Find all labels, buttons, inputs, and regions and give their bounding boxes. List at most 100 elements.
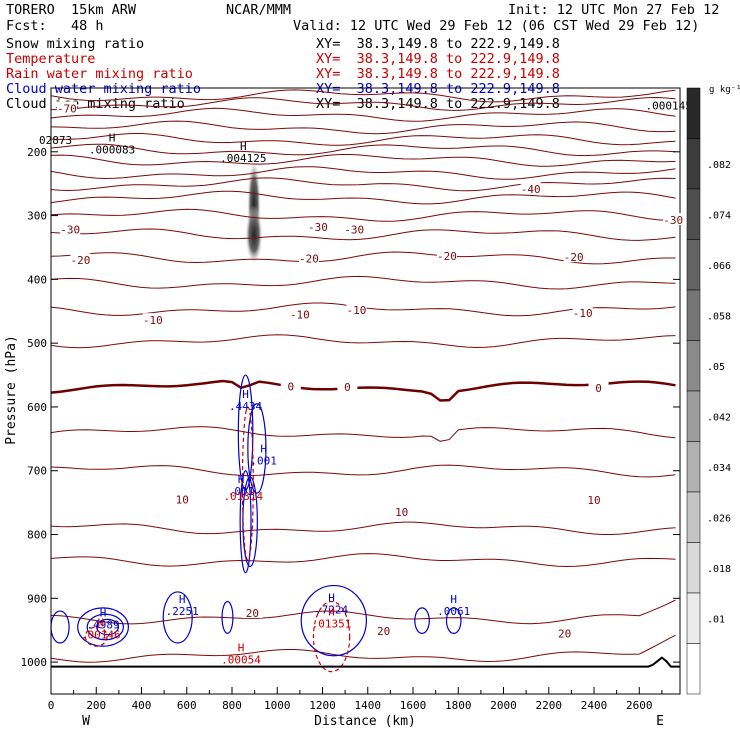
- temperature-isotherm: [50, 228, 676, 241]
- temperature-contour-label: -20: [437, 250, 457, 263]
- colorbar-tick-label: .01: [707, 614, 725, 625]
- y-tick-label: 200: [27, 146, 47, 159]
- temperature-isotherm: [50, 166, 676, 180]
- temperature-contour-label: -70: [57, 102, 77, 115]
- colorbar-tick-label: .034: [707, 463, 731, 474]
- field-xy-temperature: XY= 38.3,149.8 to 222.9,149.8: [316, 51, 560, 67]
- temperature-contour-label: -30: [60, 224, 80, 237]
- contour-label-bg: [337, 380, 358, 393]
- west-label: W: [82, 714, 90, 729]
- y-tick-label: 900: [27, 592, 47, 605]
- x-tick-label: 1600: [400, 699, 427, 712]
- extremum-value: .001: [228, 485, 255, 498]
- cloud-water-contour: [96, 618, 120, 636]
- extremum-value: .00146: [81, 629, 121, 642]
- extremum-value: .01314: [223, 490, 263, 503]
- contour-label-bg: [70, 253, 91, 266]
- contour-label-bg: [572, 306, 593, 319]
- colorbar-tick-label: .026: [707, 513, 731, 524]
- x-tick-label: 2200: [536, 699, 563, 712]
- extremum-value: .01351: [312, 618, 352, 631]
- extremum-mark: H: [238, 473, 245, 486]
- temperature-isotherm: [51, 96, 676, 111]
- temperature-isotherm: [50, 133, 676, 146]
- temperature-contour-label: -30: [344, 224, 364, 237]
- y-tick-label: 300: [27, 210, 47, 223]
- colorbar: .082 .074 .066 .058 .05 .042 .034 .026 .018 .01: [686, 87, 731, 695]
- temperature-contour-label: -10: [347, 304, 367, 317]
- x-tick-label: 200: [86, 699, 106, 712]
- temperature-contour-label: -10: [143, 314, 163, 327]
- valid-time: Valid: 12 UTC Wed 29 Feb 12 (06 CST Wed …: [293, 18, 700, 34]
- temperature-isotherm: [50, 190, 676, 205]
- colorbar-tick-label: .066: [707, 261, 731, 272]
- field-name-cloud-water: Cloud water mixing ratio: [6, 81, 202, 97]
- contour-label-bg: [344, 222, 365, 235]
- extremum-mark: H: [109, 132, 116, 145]
- rain-water-contour: [312, 600, 351, 673]
- x-tick-label: 400: [132, 699, 152, 712]
- x-axis-title: Distance (km): [314, 714, 416, 729]
- colorbar-swatch: [686, 592, 701, 644]
- x-tick-label: 2600: [626, 699, 653, 712]
- contour-label-bg: [373, 623, 394, 636]
- temperature-contour-label: 10: [587, 494, 600, 507]
- y-tick-label: 600: [27, 401, 47, 414]
- contour-label-bg: [391, 505, 412, 518]
- x-tick-label: 1200: [309, 699, 336, 712]
- extremum-value: .000145: [646, 100, 692, 113]
- extrema-labels: H.000083 H.004125.00014502873H.4434H.001H…: [39, 100, 692, 667]
- cloud-water-contour: [239, 470, 252, 574]
- x-tick-label: 600: [177, 699, 197, 712]
- field-name-rain: Rain water mixing ratio: [6, 66, 193, 82]
- temperature-isotherm: [50, 634, 676, 663]
- contour-label-bg: [436, 248, 457, 261]
- colorbar-tick-label: .042: [707, 412, 731, 423]
- cloud-water-contour: [414, 607, 430, 635]
- contour-label-bg: [298, 251, 319, 264]
- temperature-isotherm: [50, 553, 676, 568]
- field-xy-snow: XY= 38.3,149.8 to 222.9,149.8: [316, 36, 560, 52]
- model-title: TORERO 15km ARW: [6, 2, 137, 18]
- extremum-value: .4434: [229, 400, 262, 413]
- colorbar-swatch: [686, 289, 701, 341]
- colorbar-tick-label: .082: [707, 160, 731, 171]
- temperature-contour-label: -40: [521, 183, 541, 196]
- temperature-contour-label: -20: [70, 254, 90, 267]
- contour-label-bg: [584, 493, 605, 506]
- extremum-mark: H: [450, 593, 457, 606]
- temperature-contour-label: -30: [308, 221, 328, 234]
- snow-mixing-ratio-shading: [245, 157, 263, 265]
- terrain-surface: [51, 656, 680, 668]
- colorbar-tick-label: .074: [707, 210, 731, 221]
- temperature-contour-label: -10: [290, 308, 310, 321]
- contour-label-bg: [588, 380, 609, 393]
- cloud-water-contour: [77, 607, 129, 647]
- y-tick-label: 700: [27, 465, 47, 478]
- extremum-mark: H: [97, 617, 104, 630]
- x-tick-label: 800: [222, 699, 242, 712]
- contour-label-bg: [242, 605, 263, 618]
- cloud-water-contour: [162, 591, 193, 644]
- temperature-contours: [50, 89, 676, 663]
- extremum-mark: H: [242, 388, 249, 401]
- init-time: Init: 12 UTC Mon 27 Feb 12: [508, 2, 720, 18]
- temperature-isotherm: [50, 426, 676, 442]
- temperature-isotherm: [50, 464, 676, 478]
- rain-water-contours: [84, 406, 351, 673]
- contour-label-bg: [56, 101, 77, 114]
- contour-labels: -70 -40 -30 -30 -30 -30 -20 -20 -20 -20 -10 -10 -10 -…: [56, 101, 684, 640]
- temperature-isotherm: [50, 154, 676, 167]
- field-xy-rain: XY= 38.3,149.8 to 222.9,149.8: [316, 66, 560, 82]
- extremum-mark: H: [240, 140, 247, 153]
- y-tick-label: 500: [27, 337, 47, 350]
- colorbar-tick-label: .018: [707, 564, 731, 575]
- x-tick-label: 1400: [355, 699, 382, 712]
- x-tick-label: 0: [48, 699, 55, 712]
- field-name-temperature: Temperature: [6, 51, 96, 67]
- contour-label-bg: [142, 313, 163, 326]
- field-name-snow: Snow mixing ratio: [6, 36, 145, 52]
